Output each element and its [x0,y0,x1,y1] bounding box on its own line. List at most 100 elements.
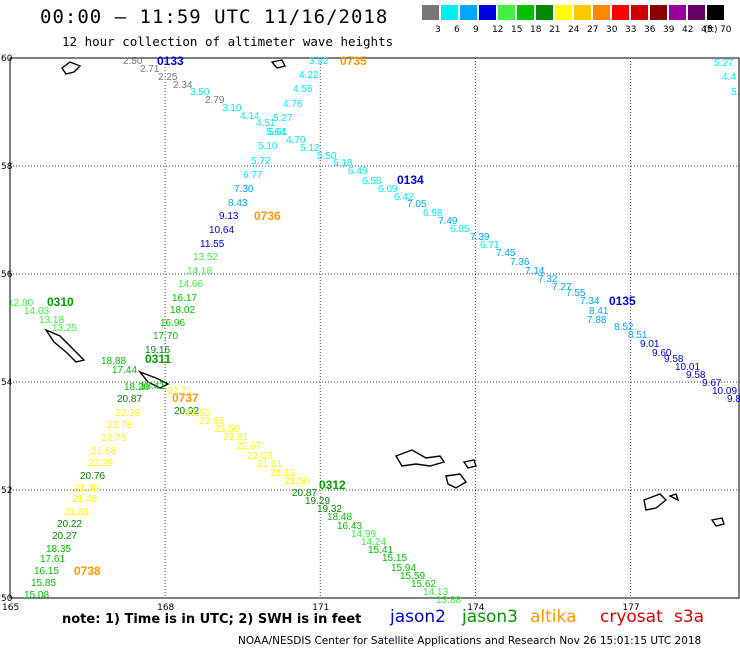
page-subtitle: 12 hour collection of altimeter wave hei… [62,34,393,49]
track-0135: 7.348.417.888.528.519.019.609.5810.019.5… [580,294,740,405]
lat-tick-label: 52 [1,486,12,496]
legend-swatch [441,5,458,20]
wave-height-value: 21.68 [91,446,116,457]
lat-tick-label: 58 [1,162,13,172]
track-time-label: 0735 [340,54,367,68]
wave-height-value: 3.10 [222,103,242,114]
wave-height-value: 5. [731,87,739,98]
land-outline [712,518,724,526]
wave-height-value: 21.81 [64,507,89,518]
wave-height-value: 3.50 [190,87,210,98]
legend-swatch [517,5,534,20]
wave-height-value: 22.38 [115,408,140,419]
wave-height-value: 23.78 [107,420,132,431]
footer-credit: NOAA/NESDIS Center for Satellite Applica… [238,635,701,647]
track-0736: 0736 [254,209,281,223]
legend-swatch [536,5,553,20]
wave-height-value: 4.22 [299,70,319,81]
land-outline [396,450,444,466]
wave-height-value: 15.08 [24,590,49,601]
wave-height-value: 20.76 [80,471,105,482]
legend-label: 33 [625,25,636,35]
track-0312: 20.9220.8719.2919.3218.4816.4314.9914.24… [174,406,461,606]
legend-swatch [650,5,667,20]
wave-height-value: 16.17 [172,293,197,304]
legend-swatch [612,5,629,20]
sat-s3a: s3a [674,607,704,627]
land-outline [464,460,476,468]
legend-swatch [555,5,572,20]
legend-label: 24 [568,25,579,35]
wave-height-value: 20.22 [57,519,82,530]
legend-swatch [669,5,686,20]
legend-swatch [422,5,439,20]
legend-label: 27 [587,25,598,35]
legend-label: 45 [701,25,712,35]
wave-height-value: 18.41 [140,381,165,392]
wave-height-value: 8.43 [228,198,248,209]
wave-height-value: 13.52 [193,252,218,263]
land-outline [670,494,678,500]
wave-height-value: 16.15 [34,566,59,577]
sat-altika: altika [530,607,577,627]
wave-height-value: 13.88 [436,595,461,606]
land-outline [446,474,466,488]
wave-height-value: 14.66 [178,279,203,290]
sat-cryosat: cryosat [600,607,663,627]
lon-tick-label: 165 [2,603,19,613]
wave-height-value: 16.96 [160,318,185,329]
track-time-label: 0737 [172,391,199,405]
wave-height-value: 13.25 [52,323,77,334]
wave-height-value: 6.77 [243,170,263,181]
wave-height-value: 5.27 [273,113,293,124]
legend-swatch [631,5,648,20]
wave-height-value: 5.72 [251,156,271,167]
legend-label: 21 [549,25,560,35]
wave-height-value: 11.55 [200,239,225,250]
track-0737: 22.7123.6023.6523.5023.8122.6722.0321.61… [167,386,309,487]
legend-label: 15 [511,25,522,35]
legend-swatch [688,5,705,20]
track-0738: 22.3823.7822.7521.6822.2620.7621.3021.49… [24,408,140,601]
wave-height-value: 17.61 [40,554,65,565]
legend-label: 36 [644,25,655,35]
wave-height-value: 7.88 [587,315,607,326]
legend-label: 70 [720,25,731,35]
land-outline [46,330,84,362]
altimeter-map: 165168171174177605856545250 2.502.712.25… [0,0,740,650]
wave-height-value: 22.26 [88,458,113,469]
sat-jason3: jason3 [462,607,518,627]
lat-tick-label: 54 [1,378,13,388]
legend-label: 6 [454,25,460,35]
page-title: 00:00 – 11:59 UTC 11/16/2018 [40,6,388,28]
legend-label: 18 [530,25,541,35]
wave-height-value: 21.50 [284,476,309,487]
track-time-label: 0312 [319,478,346,492]
wave-height-value: 21.49 [72,494,97,505]
track-0735: 0735 [340,54,367,68]
legend-swatch [460,5,477,20]
wave-height-value: 14.18 [187,266,212,277]
lat-tick-label: 56 [1,270,13,280]
wave-height-value: 20.87 [117,394,142,405]
footnote: note: 1) Time is in UTC; 2) SWH is in fe… [62,612,361,627]
wave-height-value: 10.64 [209,225,234,236]
sat-jason2: jason2 [390,607,446,627]
legend-swatch [498,5,515,20]
legend-label: 3 [435,25,441,35]
wave-height-value: 17.70 [153,331,178,342]
track-0310: 12.8014.0313.1813.250310 [8,295,77,334]
wave-height-value: 4.56 [293,84,313,95]
wave-height-value: 5.10 [258,141,278,152]
legend-swatch [593,5,610,20]
wave-height-value: 9.8 [727,394,740,405]
wave-height-value: 9.13 [219,211,239,222]
legend-swatch [574,5,591,20]
land-outlines [46,60,724,526]
wave-height-value: 6.85 [450,224,470,235]
land-outline [62,62,80,74]
legend-swatch [479,5,496,20]
wave-height-value: 4.76 [283,99,303,110]
legend-swatch [707,5,724,20]
legend-label: 42 [682,25,693,35]
